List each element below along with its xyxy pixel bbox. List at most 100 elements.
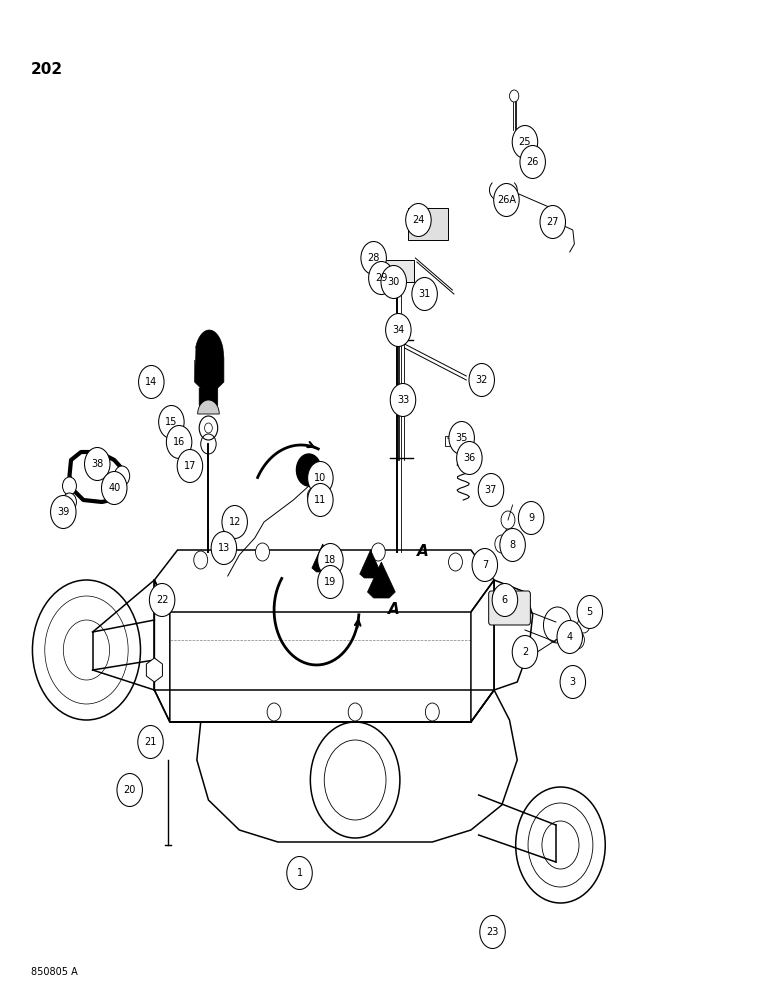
Polygon shape: [360, 550, 381, 578]
Polygon shape: [312, 544, 334, 572]
Text: 7: 7: [482, 560, 488, 570]
Text: 30: 30: [388, 277, 400, 287]
Polygon shape: [367, 562, 395, 598]
Text: A: A: [388, 602, 400, 617]
Circle shape: [205, 423, 212, 433]
Text: 202: 202: [31, 62, 63, 78]
Circle shape: [406, 204, 431, 236]
Polygon shape: [199, 388, 218, 412]
Circle shape: [137, 726, 164, 758]
Circle shape: [63, 493, 76, 511]
Circle shape: [371, 543, 385, 561]
Text: 10: 10: [314, 473, 327, 483]
Circle shape: [449, 553, 462, 571]
Bar: [445, 436, 460, 446]
Circle shape: [577, 595, 602, 629]
Circle shape: [286, 856, 312, 890]
Circle shape: [492, 584, 517, 616]
Circle shape: [194, 551, 208, 569]
Circle shape: [513, 636, 537, 668]
Circle shape: [510, 90, 519, 102]
Text: 31: 31: [418, 289, 431, 299]
Text: 38: 38: [91, 459, 103, 469]
Circle shape: [222, 506, 247, 538]
Text: 27: 27: [547, 217, 559, 227]
Bar: [381, 260, 414, 282]
Circle shape: [307, 462, 333, 494]
Circle shape: [501, 511, 515, 529]
Circle shape: [117, 774, 142, 806]
Circle shape: [478, 474, 503, 506]
Circle shape: [114, 466, 130, 486]
Text: 4: 4: [567, 632, 573, 642]
Circle shape: [85, 448, 110, 481]
Text: 23: 23: [486, 927, 499, 937]
Text: 19: 19: [324, 577, 337, 587]
Text: 17: 17: [184, 461, 196, 471]
Text: 25: 25: [519, 137, 531, 147]
Text: 35: 35: [455, 433, 468, 443]
Text: 2: 2: [522, 647, 528, 657]
Circle shape: [449, 422, 474, 454]
Circle shape: [472, 548, 497, 582]
Circle shape: [557, 620, 582, 654]
Text: 32: 32: [476, 375, 488, 385]
Text: 3: 3: [570, 677, 576, 687]
Circle shape: [211, 532, 236, 564]
Bar: [408, 208, 448, 240]
Text: 21: 21: [144, 737, 157, 747]
Circle shape: [307, 488, 320, 504]
Circle shape: [560, 666, 585, 698]
FancyBboxPatch shape: [489, 591, 530, 625]
Circle shape: [296, 454, 321, 486]
Circle shape: [167, 426, 191, 458]
Text: 16: 16: [173, 437, 185, 447]
Circle shape: [63, 477, 76, 495]
Circle shape: [317, 566, 343, 598]
Text: 40: 40: [108, 483, 120, 493]
Circle shape: [513, 125, 537, 158]
Circle shape: [499, 528, 525, 562]
Circle shape: [256, 543, 269, 561]
Text: 26: 26: [527, 157, 539, 167]
Text: 13: 13: [218, 543, 230, 553]
Circle shape: [51, 495, 76, 528]
Circle shape: [412, 277, 437, 310]
Circle shape: [361, 241, 386, 274]
Text: 15: 15: [165, 417, 178, 427]
Text: 33: 33: [397, 395, 409, 405]
Circle shape: [540, 206, 565, 238]
Text: 8: 8: [510, 540, 516, 550]
Text: 24: 24: [412, 215, 425, 225]
Circle shape: [368, 261, 394, 294]
Text: 5: 5: [587, 607, 593, 617]
Circle shape: [479, 916, 505, 948]
Circle shape: [456, 442, 482, 475]
Text: 22: 22: [156, 595, 168, 605]
Circle shape: [307, 484, 333, 516]
Circle shape: [101, 472, 127, 504]
Text: 26A: 26A: [497, 195, 516, 205]
Circle shape: [177, 450, 202, 483]
Circle shape: [159, 406, 184, 438]
Text: 20: 20: [124, 785, 136, 795]
Circle shape: [139, 365, 164, 398]
Circle shape: [267, 703, 281, 721]
Text: 29: 29: [375, 273, 388, 283]
Text: 14: 14: [145, 377, 157, 387]
Circle shape: [495, 535, 509, 553]
Text: 6: 6: [502, 595, 508, 605]
Text: 39: 39: [57, 507, 69, 517]
Circle shape: [317, 544, 343, 576]
Circle shape: [425, 703, 439, 721]
Circle shape: [520, 145, 545, 178]
Text: 36: 36: [463, 453, 476, 463]
Text: 18: 18: [324, 555, 337, 565]
Text: 9: 9: [528, 513, 534, 523]
Circle shape: [149, 584, 174, 616]
Text: 37: 37: [485, 485, 497, 495]
Wedge shape: [198, 400, 219, 414]
Circle shape: [518, 502, 543, 534]
Circle shape: [494, 184, 519, 217]
Circle shape: [390, 383, 415, 416]
